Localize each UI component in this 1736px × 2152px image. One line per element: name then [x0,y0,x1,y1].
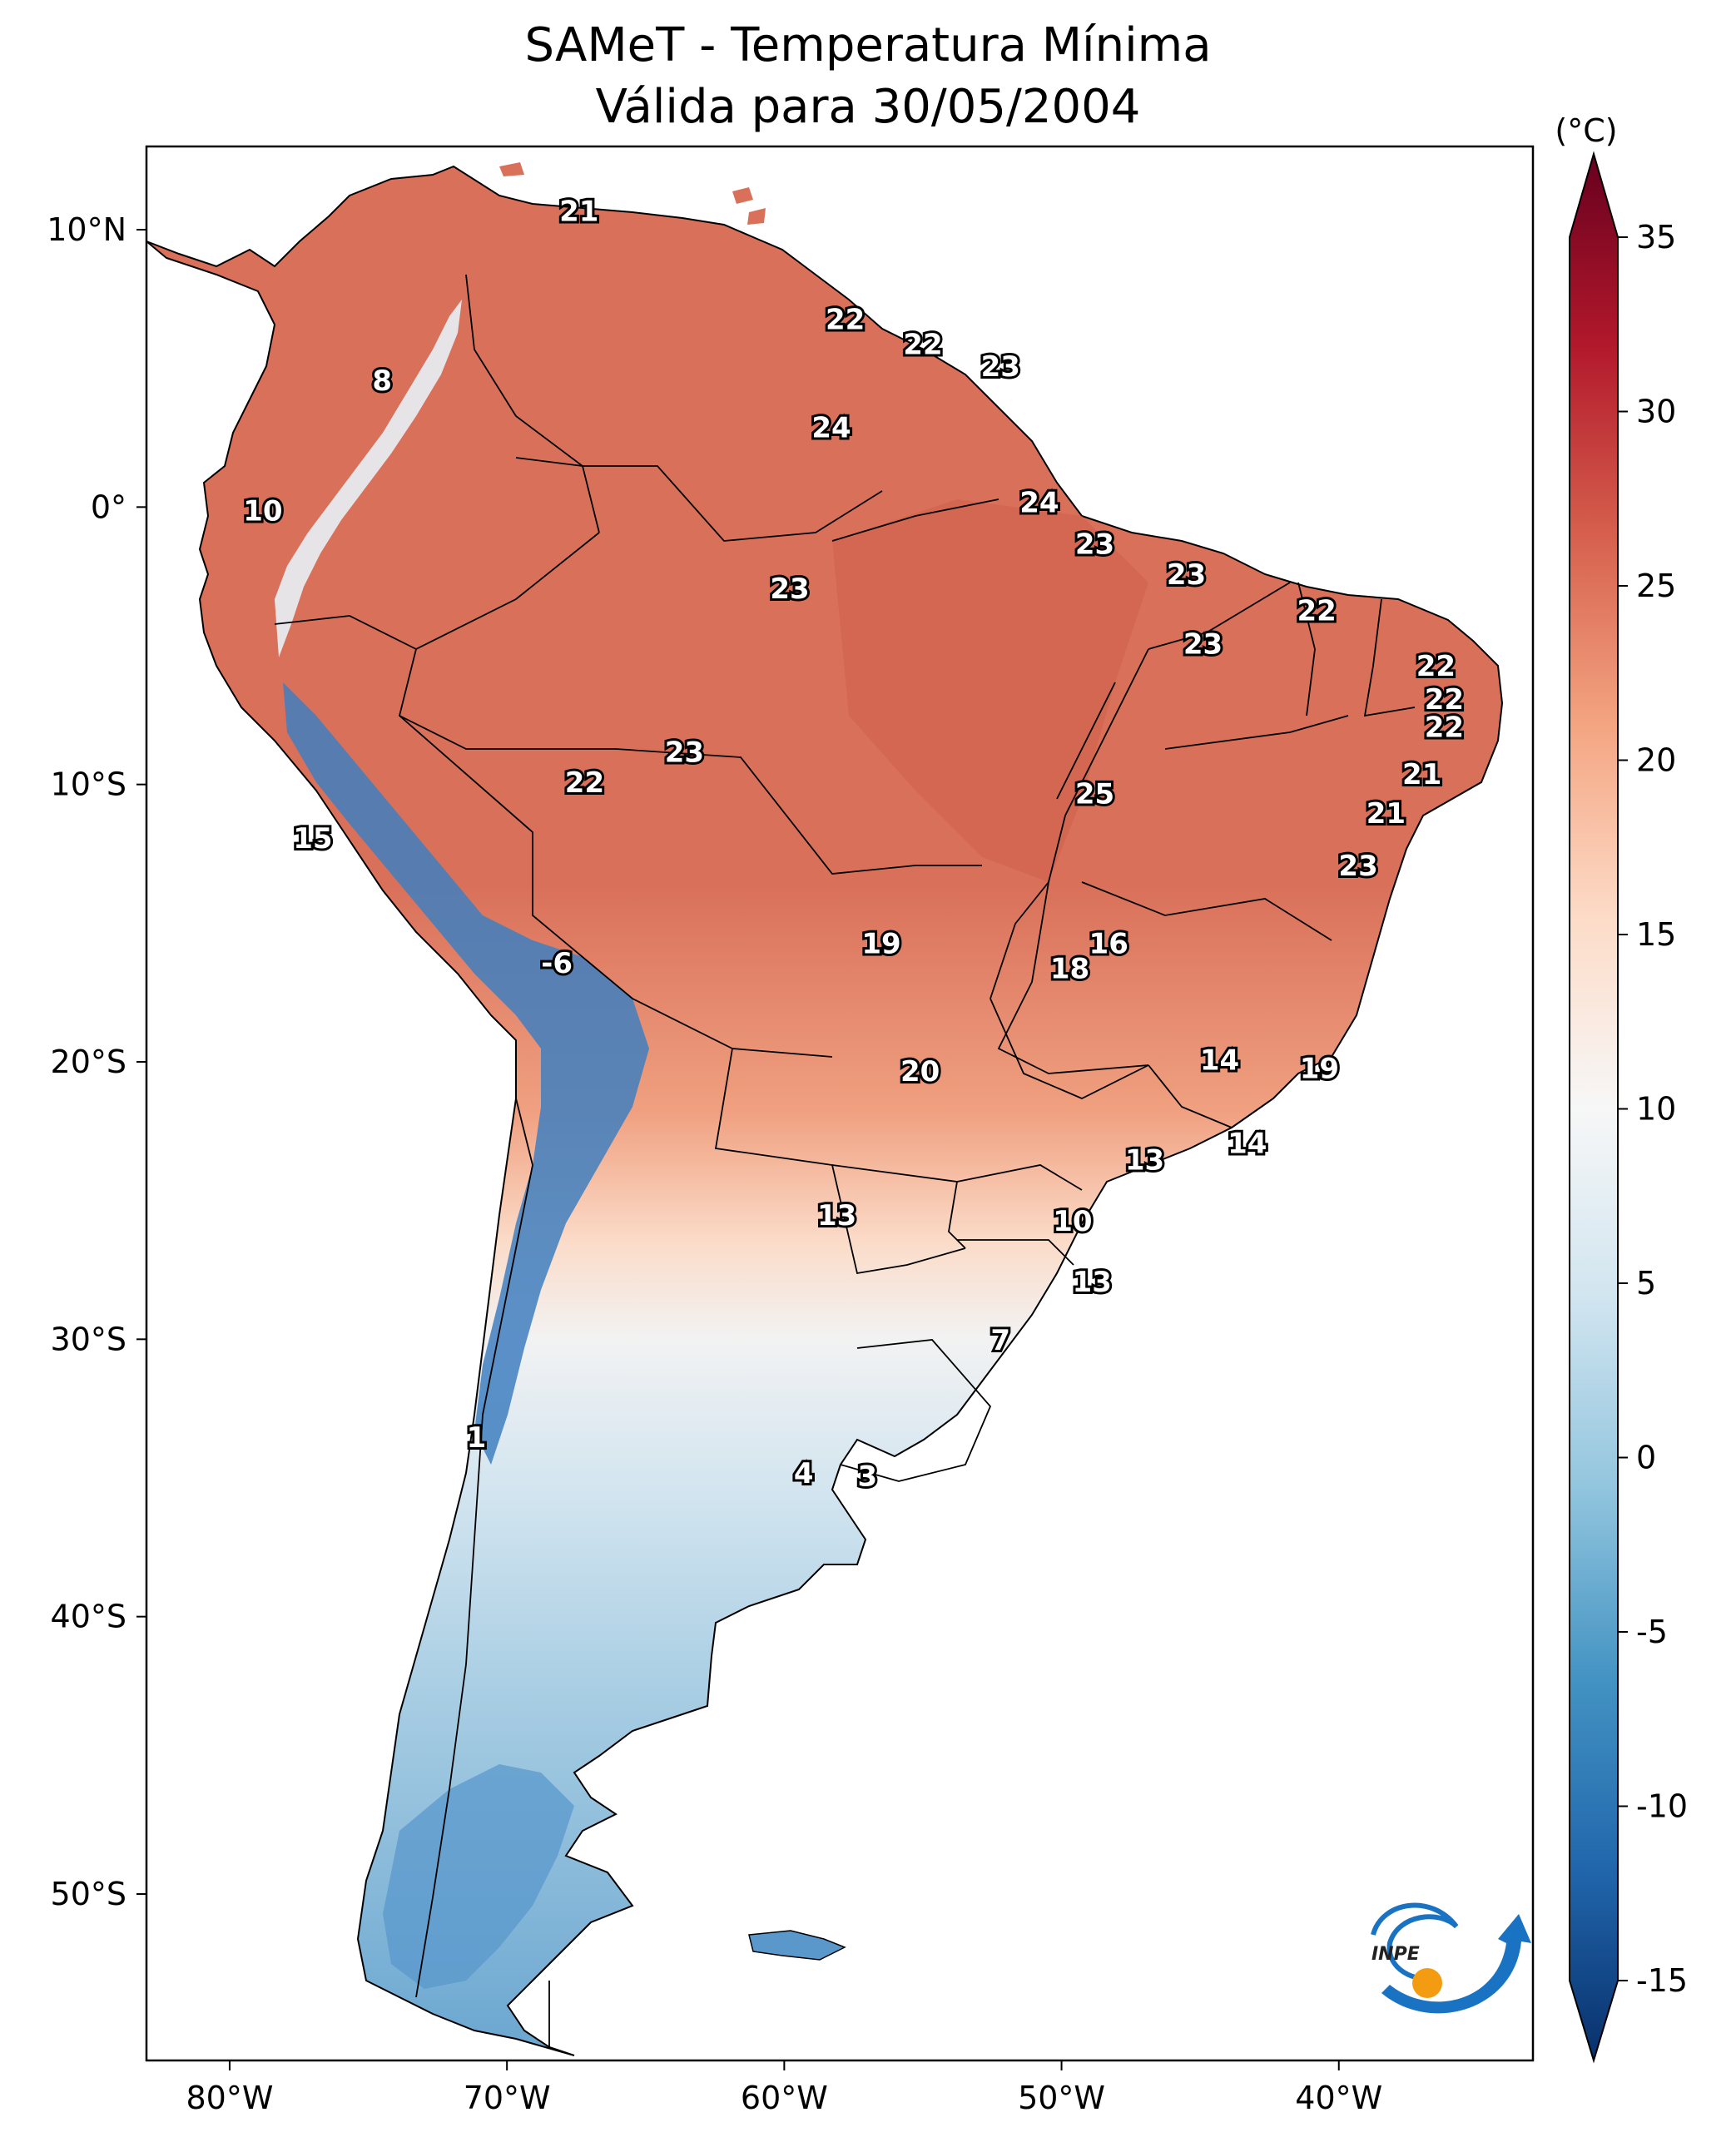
colorbar-tick-label: 20 [1636,742,1676,779]
colorbar-ticks: 35 30 25 20 15 10 5 0 -5 -10 -15 [1618,219,1688,1999]
colorbar-bar [1569,151,1619,2064]
south-america-land [146,165,1504,2056]
patagonia-cold-zone [383,1764,574,1989]
colorbar-tick-label: -5 [1636,1614,1668,1650]
map-axes: 80°W 70°W 60°W 50°W 40°W 10°N 0° 10°S 20°S 30°S 40… [47,211,1382,2116]
colorbar-unit: (°C) [1555,112,1617,149]
caribbean-island [732,187,753,204]
country-borders [274,274,1416,2047]
colorbar-tick-label: 15 [1636,916,1676,953]
map-title-line1: SAMeT - Temperatura Mínima [524,18,1212,72]
contour-label: 20 [900,1055,940,1088]
lat-tick-label: 0° [91,488,126,525]
contour-label: 23 [981,350,1020,384]
contour-label: 1 [467,1421,487,1455]
lat-tick-label: 30°S [51,1321,126,1357]
contour-label: -6 [541,947,573,980]
contour-label: 25 [1075,778,1114,811]
colorbar: (°C) 35 30 25 20 15 10 5 0 -5 -10 -15 [1555,112,1688,2064]
contour-label: 22 [1425,683,1464,717]
contour-label: 23 [1167,558,1206,592]
falkland-islands [748,1930,846,1961]
warm-core-region [832,499,1148,882]
contour-label: 13 [817,1199,856,1232]
contour-label: 22 [826,304,865,337]
contour-label: 22 [1425,712,1464,745]
contour-label: 7 [990,1324,1010,1357]
contour-label: 22 [1297,595,1336,628]
logo-swoosh [1381,1914,1531,2014]
contour-label: 13 [1125,1144,1164,1178]
logo-text: INPE [1371,1944,1420,1965]
andes-north-cold-band [275,300,462,657]
lat-tick-label: 10°N [47,211,126,248]
contour-label: 14 [1200,1044,1239,1078]
contour-label: 22 [1416,650,1456,683]
contour-label: 21 [559,196,598,229]
lat-tick-label: 20°S [51,1044,126,1080]
contour-label: 23 [665,736,704,770]
inpe-logo: INPE [1371,1902,1531,2014]
contour-label: 10 [243,495,282,528]
lat-tick-label: 40°S [51,1599,126,1635]
lon-tick-label: 50°W [1018,2080,1105,2116]
lon-tick-label: 60°W [741,2080,828,2116]
logo-sun [1412,1968,1442,1998]
contour-label: 22 [903,329,942,362]
contour-label: 22 [565,766,604,800]
colorbar-tick-label: -10 [1636,1788,1688,1825]
lat-tick-label: 10°S [51,766,126,803]
colorbar-tick-label: -15 [1636,1962,1688,1999]
logo-arc [1371,1902,1459,1981]
colorbar-tick-label: 35 [1636,219,1676,255]
contour-label: 4 [794,1457,814,1490]
andes-cold-band [283,682,649,1465]
caribbean-island [747,208,766,225]
contour-label: 23 [1075,528,1114,562]
contour-label: 23 [1183,628,1223,662]
contour-label: 24 [811,412,851,445]
contour-label: 14 [1228,1128,1267,1161]
contour-label: 15 [293,822,332,855]
colorbar-tick-label: 5 [1636,1265,1656,1302]
colorbar-tick-label: 30 [1636,394,1676,430]
contour-label: 8 [372,364,392,398]
contour-label: 24 [1019,487,1059,520]
contour-label: 19 [1300,1053,1339,1086]
lat-tick-label: 50°S [51,1876,126,1912]
contour-label: 3 [857,1460,877,1494]
lon-tick-label: 80°W [186,2080,273,2116]
lon-tick-label: 70°W [464,2080,551,2116]
lon-tick-label: 40°W [1295,2080,1382,2116]
contour-label: 18 [1050,953,1089,986]
colorbar-tick-label: 10 [1636,1091,1676,1128]
caribbean-island [499,162,524,176]
contour-label: 16 [1089,928,1128,961]
contour-label: 19 [861,928,900,961]
map-title-line2: Válida para 30/05/2004 [595,80,1141,134]
colorbar-tick-label: 0 [1636,1440,1656,1476]
colorbar-tick-label: 25 [1636,568,1676,604]
contour-label: 21 [1402,758,1441,791]
contour-label: 13 [1073,1266,1112,1299]
contour-label: 23 [1338,850,1377,883]
contour-label: 21 [1366,797,1406,831]
contour-label: 10 [1053,1205,1092,1238]
contour-label: 23 [770,573,809,606]
